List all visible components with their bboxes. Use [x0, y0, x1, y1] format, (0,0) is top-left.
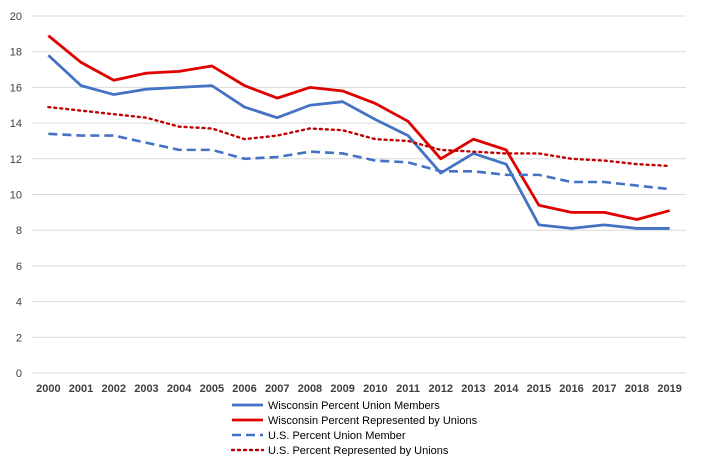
- y-tick-label: 6: [16, 261, 22, 273]
- y-tick-label: 0: [16, 368, 22, 380]
- y-tick-label: 14: [10, 118, 22, 130]
- x-tick-label: 2001: [69, 383, 93, 395]
- x-axis-tick-labels: 2000 2001 2002 2003 2004 2005 2006 2007 2008 2009…: [36, 383, 682, 395]
- x-tick-label: 2006: [232, 383, 256, 395]
- x-tick-label: 2016: [559, 383, 583, 395]
- x-tick-label: 2009: [330, 383, 354, 395]
- x-tick-label: 2014: [494, 383, 519, 395]
- x-tick-label: 2018: [625, 383, 649, 395]
- x-tick-label: 2011: [396, 383, 420, 395]
- y-tick-label: 18: [10, 47, 22, 59]
- x-tick-label: 2003: [134, 383, 158, 395]
- x-tick-label: 2015: [527, 383, 551, 395]
- y-axis-tick-labels: 0 2 4 6 8 10 12 14 16 18 20: [10, 11, 22, 380]
- series-line-3: [47, 105, 671, 168]
- y-tick-label: 8: [16, 225, 22, 237]
- gridlines: [32, 15, 686, 374]
- y-tick-label: 2: [16, 332, 22, 344]
- legend-label-0: Wisconsin Percent Union Members: [268, 400, 440, 412]
- x-tick-label: 2012: [429, 383, 453, 395]
- x-tick-label: 2007: [265, 383, 289, 395]
- x-tick-label: 2008: [298, 383, 322, 395]
- legend-label-2: U.S. Percent Union Member: [268, 430, 406, 442]
- series-line-1: [47, 34, 671, 221]
- legend-label-3: U.S. Percent Represented by Unions: [268, 445, 449, 456]
- x-tick-label: 2019: [657, 383, 681, 395]
- x-tick-label: 2013: [461, 383, 485, 395]
- series-line-2: [48, 132, 670, 191]
- x-tick-label: 2017: [592, 383, 616, 395]
- x-tick-label: 2000: [36, 383, 60, 395]
- y-tick-label: 20: [10, 11, 22, 23]
- series-line-0: [47, 54, 670, 230]
- y-tick-label: 12: [10, 154, 22, 166]
- x-tick-label: 2002: [102, 383, 126, 395]
- y-tick-label: 4: [16, 297, 22, 309]
- legend-label-1: Wisconsin Percent Represented by Unions: [268, 415, 478, 427]
- x-tick-label: 2005: [200, 383, 224, 395]
- x-tick-label: 2004: [167, 383, 192, 395]
- legend: Wisconsin Percent Union Members Wisconsin…: [230, 400, 478, 456]
- series-lines: [47, 34, 671, 230]
- y-tick-label: 16: [10, 82, 22, 94]
- x-tick-label: 2010: [363, 383, 387, 395]
- y-tick-label: 10: [10, 190, 22, 202]
